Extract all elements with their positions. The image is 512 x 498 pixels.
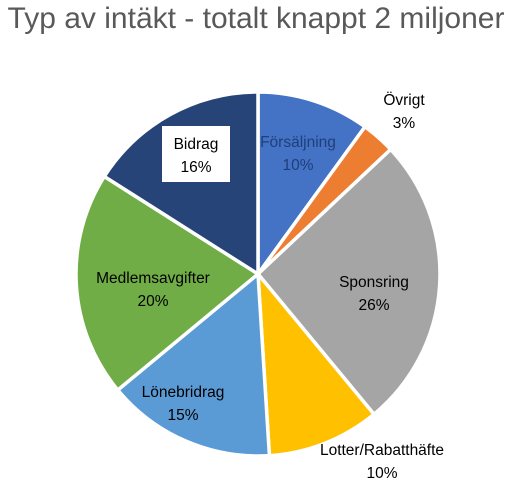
slice-name-bidrag: Bidrag [174,136,219,153]
slice-percent-försäljning: 10% [282,157,313,174]
pie-slice-sponsring [255,146,442,417]
slice-name-sponsring: Sponsring [339,274,409,291]
slice-percent-lönebridrag: 15% [167,407,198,424]
chart-title: Typ av intäkt - totalt knappt 2 miljoner [7,2,505,35]
pie-slice-lönebridrag [115,270,272,458]
slice-name-lönebridrag: Lönebridrag [142,384,225,401]
pie-slice-medlemsavgifter [74,174,261,393]
slice-percent-lotter-rabatthäfte: 10% [366,465,397,482]
slice-name-försäljning: Försäljning [260,134,336,151]
slice-name-övrigt: Övrigt [383,91,425,109]
pie-slice-lotter-rabatthäfte [255,268,377,458]
slice-percent-bidrag: 16% [180,159,211,176]
slice-name-medlemsavgifter: Medlemsavgifter [96,270,210,287]
slice-percent-övrigt: 3% [393,115,416,132]
slice-percent-medlemsavgifter: 20% [137,293,168,310]
slice-name-lotter-rabatthäfte: Lotter/Rabatthäfte [320,442,444,459]
slice-percent-sponsring: 26% [358,297,389,314]
pie-slice-försäljning [256,90,368,280]
label-box-bidrag [162,126,230,182]
